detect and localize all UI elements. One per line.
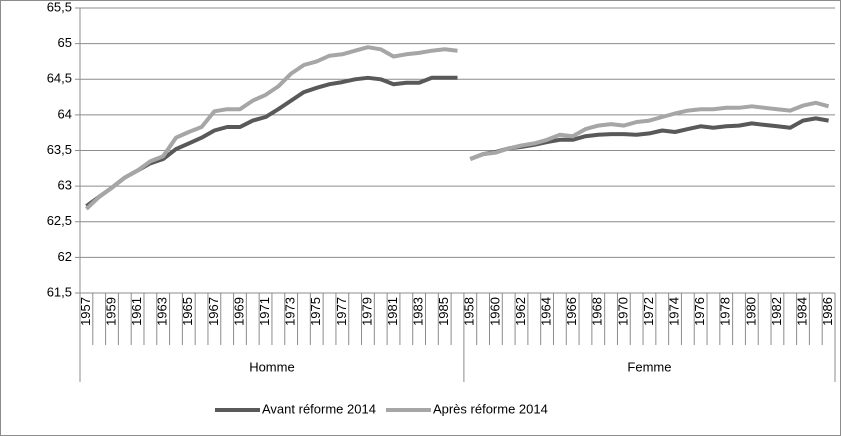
group-label: Homme — [249, 359, 295, 374]
x-tick-label: 1985 — [436, 297, 451, 326]
x-tick-label: 1975 — [308, 297, 323, 326]
x-tick-label: 1968 — [590, 297, 605, 326]
series-line — [85, 45, 458, 211]
x-tick-label: 1969 — [231, 297, 246, 326]
x-tick-label: 1957 — [78, 297, 93, 326]
x-tick-label: 1973 — [283, 297, 298, 326]
y-tick-label: 62 — [58, 249, 72, 264]
x-tick-label: 1978 — [718, 297, 733, 326]
x-tick-label: 1986 — [820, 297, 835, 326]
x-tick-label: 1959 — [103, 297, 118, 326]
x-tick-label: 1966 — [564, 297, 579, 326]
legend-label: Avant réforme 2014 — [262, 401, 376, 416]
y-tick-label: 65 — [58, 35, 72, 50]
x-tick-label: 1964 — [539, 297, 554, 326]
x-tick-label: 1983 — [411, 297, 426, 326]
x-tick-label: 1976 — [692, 297, 707, 326]
x-tick-label: 1984 — [794, 297, 809, 326]
x-tick-label: 1962 — [513, 297, 528, 326]
x-tick-label: 1977 — [334, 297, 349, 326]
x-tick-label: 1960 — [487, 297, 502, 326]
y-tick-label: 61,5 — [47, 284, 72, 299]
x-tick-label: 1974 — [666, 297, 681, 326]
legend-label: Après réforme 2014 — [433, 401, 548, 416]
x-tick-label: 1971 — [257, 297, 272, 326]
y-tick-label: 63 — [58, 178, 72, 193]
y-tick-label: 64 — [58, 106, 72, 121]
group-label: Femme — [627, 359, 671, 374]
series-line — [469, 100, 830, 161]
x-tick-label: 1981 — [385, 297, 400, 326]
x-tick-label: 1965 — [180, 297, 195, 326]
y-tick-label: 63,5 — [47, 142, 72, 157]
x-tick-label: 1963 — [155, 297, 170, 326]
y-tick-label: 64,5 — [47, 71, 72, 86]
y-tick-label: 62,5 — [47, 213, 72, 228]
x-tick-label: 1970 — [615, 297, 630, 326]
x-tick-label: 1967 — [206, 297, 221, 326]
x-tick-label: 1961 — [129, 297, 144, 326]
x-tick-label: 1972 — [641, 297, 656, 326]
y-tick-label: 65,5 — [47, 0, 72, 14]
x-tick-label: 1980 — [743, 297, 758, 326]
x-tick-label: 1979 — [359, 297, 374, 326]
x-tick-label: 1982 — [769, 297, 784, 326]
x-tick-label: 1958 — [462, 297, 477, 326]
